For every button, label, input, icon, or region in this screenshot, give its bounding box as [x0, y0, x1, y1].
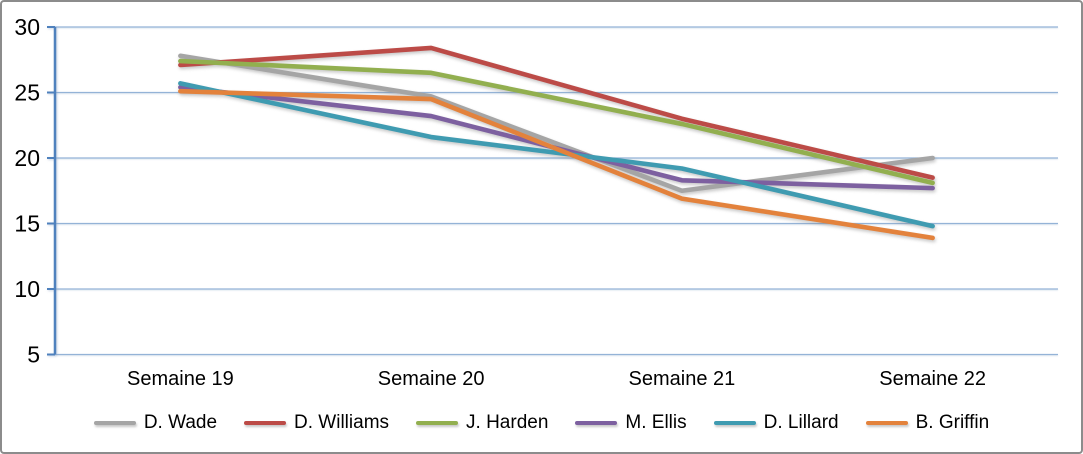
- y-axis-tick-label: 10: [14, 276, 40, 302]
- legend-label: M. Ellis: [625, 412, 687, 433]
- chart-legend: D. Wade D. Williams J. Harden M. Ellis D. Li…: [2, 412, 1081, 434]
- gridline-group: [55, 26, 1058, 356]
- axis-label-group: 30 25 20 15 10 5 Semaine 19 Semaine 20 Semaine 2…: [14, 14, 986, 390]
- series-line-d-wade: [178, 53, 935, 194]
- legend-item-j-harden: J. Harden: [416, 412, 548, 434]
- y-axis-tick-label: 15: [14, 211, 40, 237]
- series-group: [178, 45, 935, 241]
- x-axis-category-label: Semaine 21: [629, 368, 736, 390]
- line-chart-plot: 30 25 20 15 10 5 Semaine 19 Semaine 20 Semaine 2…: [14, 14, 1058, 390]
- legend-line-swatch: [713, 421, 756, 425]
- series-line-b-griffin: [178, 88, 935, 241]
- legend-line-swatch: [416, 421, 459, 425]
- legend-label: J. Harden: [466, 412, 549, 433]
- x-axis-category-label: Semaine 22: [879, 368, 986, 390]
- y-axis-tick-label: 20: [14, 145, 40, 171]
- legend-label: D. Wade: [143, 412, 218, 433]
- series-line-j-harden: [178, 58, 935, 186]
- legend-label: D. Lillard: [763, 412, 839, 433]
- series-line-d-lillard: [178, 81, 935, 229]
- y-axis-group: [47, 26, 57, 356]
- y-axis-tick-label: 25: [14, 80, 40, 106]
- legend-item-d-williams: D. Williams: [244, 412, 389, 434]
- x-axis-category-label: Semaine 19: [127, 368, 234, 390]
- legend-line-swatch: [575, 421, 618, 425]
- legend-line-swatch: [93, 421, 136, 425]
- legend-item-d-lillard: D. Lillard: [713, 412, 839, 434]
- legend-item-d-wade: D. Wade: [93, 412, 218, 434]
- y-axis-tick-label: 30: [14, 14, 40, 40]
- series-line-d-williams: [178, 45, 935, 180]
- legend-label: B. Griffin: [915, 412, 990, 433]
- y-axis-tick-label: 5: [27, 342, 40, 368]
- legend-item-m-ellis: M. Ellis: [575, 412, 687, 434]
- legend-item-b-griffin: B. Griffin: [865, 412, 990, 434]
- legend-line-swatch: [865, 421, 908, 425]
- legend-label: D. Williams: [294, 412, 390, 433]
- x-axis-category-label: Semaine 20: [378, 368, 485, 390]
- legend-line-swatch: [244, 421, 287, 425]
